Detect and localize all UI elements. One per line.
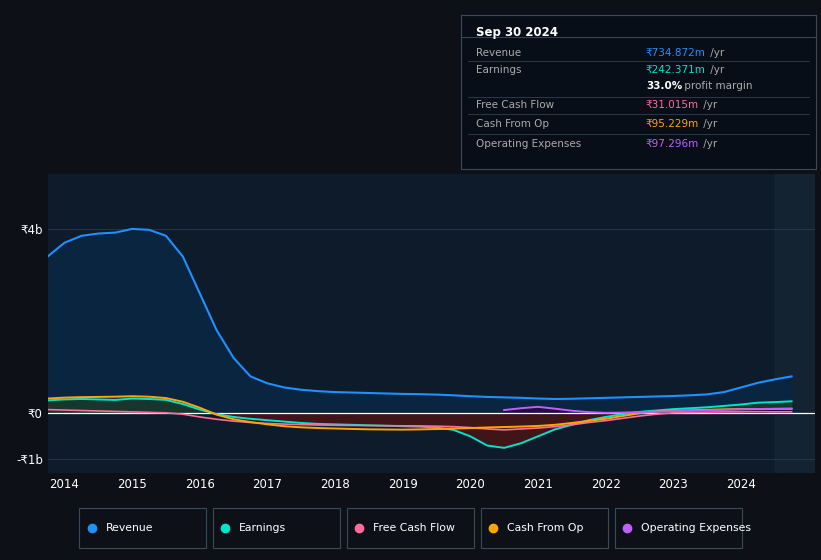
Bar	[775, 174, 815, 473]
Text: 33.0%: 33.0%	[646, 81, 682, 91]
Text: Cash From Op: Cash From Op	[475, 119, 548, 129]
Text: ₹95.229m: ₹95.229m	[646, 119, 699, 129]
Text: /yr: /yr	[700, 119, 718, 129]
Text: /yr: /yr	[700, 139, 718, 149]
Text: profit margin: profit margin	[681, 81, 753, 91]
Text: ₹31.015m: ₹31.015m	[646, 100, 699, 110]
Text: Free Cash Flow: Free Cash Flow	[373, 522, 455, 533]
Text: Earnings: Earnings	[475, 65, 521, 75]
Text: Revenue: Revenue	[475, 48, 521, 58]
Text: Free Cash Flow: Free Cash Flow	[475, 100, 553, 110]
Text: ₹734.872m: ₹734.872m	[646, 48, 706, 58]
Text: ₹97.296m: ₹97.296m	[646, 139, 699, 149]
Text: /yr: /yr	[700, 100, 718, 110]
Text: Sep 30 2024: Sep 30 2024	[475, 26, 557, 39]
Text: Revenue: Revenue	[105, 522, 153, 533]
Text: ₹242.371m: ₹242.371m	[646, 65, 706, 75]
Text: /yr: /yr	[707, 65, 724, 75]
Text: Earnings: Earnings	[240, 522, 287, 533]
Text: Operating Expenses: Operating Expenses	[475, 139, 580, 149]
Text: Operating Expenses: Operating Expenses	[641, 522, 750, 533]
Text: /yr: /yr	[707, 48, 724, 58]
Text: Cash From Op: Cash From Op	[507, 522, 584, 533]
